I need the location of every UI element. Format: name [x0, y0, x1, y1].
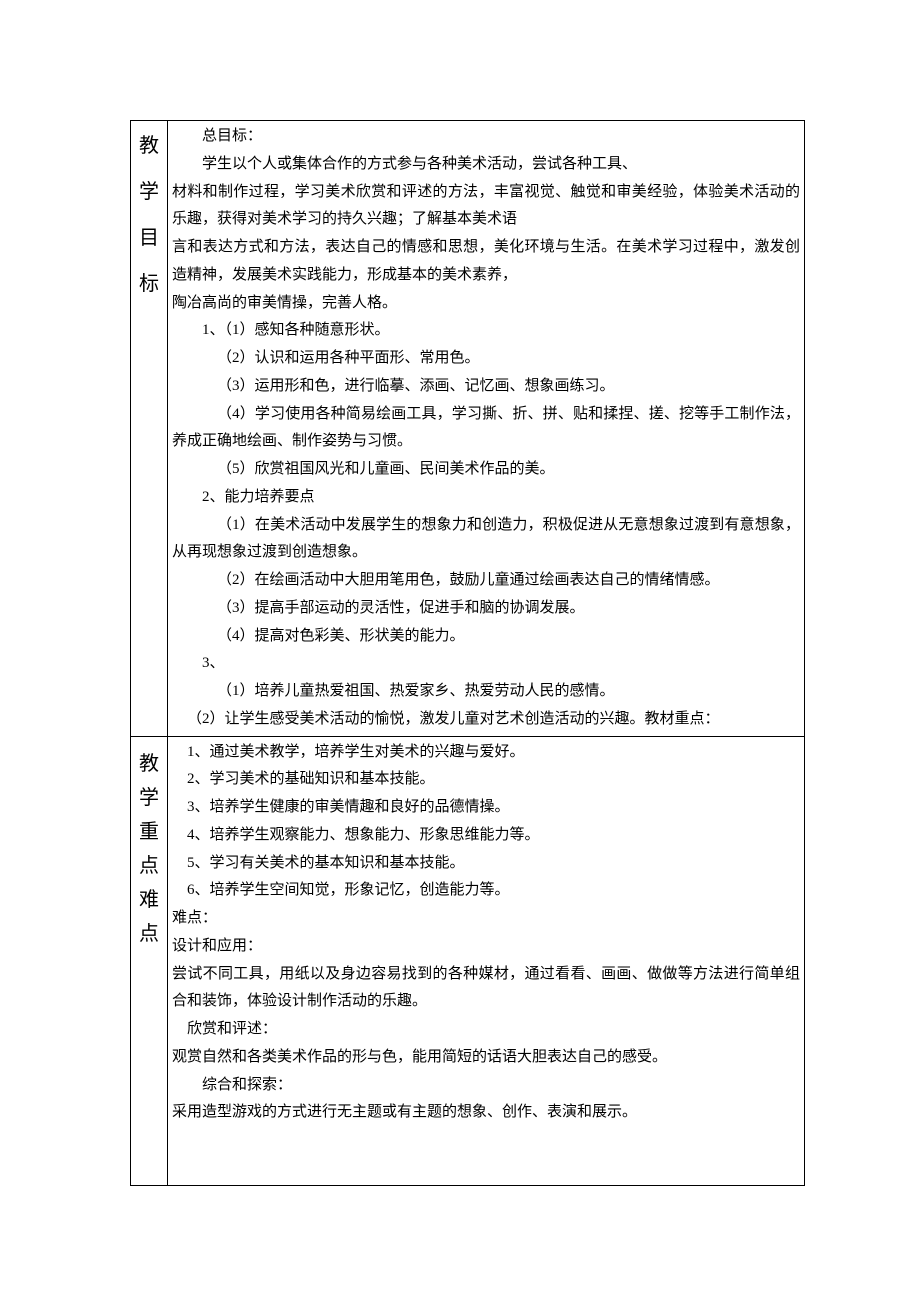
label-char: 标: [135, 261, 163, 307]
label-char: 教: [135, 747, 163, 781]
list-item: （2）让学生感受美术活动的愉悦，激发儿童对艺术创造活动的兴趣。教材重点：: [172, 706, 800, 734]
list-item: （3）提高手部运动的灵活性，促进手和脑的协调发展。: [172, 595, 800, 623]
heading-point1: 1、（1）感知各种随意形状。: [172, 317, 800, 345]
section-body: 尝试不同工具，用纸以及身边容易找到的各种媒材，通过看看、画画、做做等方法进行简单…: [172, 961, 800, 1017]
section-title: 欣赏和评述：: [172, 1016, 800, 1044]
section-body: 采用造型游戏的方式进行无主题或有主题的想象、创作、表演和展示。: [172, 1099, 800, 1127]
label-char: 重: [135, 815, 163, 849]
paragraph-text: 陶冶高尚的审美情操，完善人格。: [172, 290, 800, 318]
list-item: （4）提高对色彩美、形状美的能力。: [172, 623, 800, 651]
list-item: （3）运用形和色，进行临摹、添画、记忆画、想象画练习。: [172, 373, 800, 401]
document-page: 教 学 目 标 总目标： 学生以个人或集体合作的方式参与各种美术活动，尝试各种工…: [0, 0, 920, 1301]
heading-difficult: 难点：: [172, 905, 800, 933]
label-char: 点: [135, 849, 163, 883]
label-char: 难: [135, 883, 163, 917]
label-char: 学: [135, 169, 163, 215]
list-item: 3、培养学生健康的审美情趣和良好的品德情操。: [172, 794, 800, 822]
list-item: 6、培养学生空间知觉，形象记忆，创造能力等。: [172, 877, 800, 905]
heading-point2: 2、能力培养要点: [172, 484, 800, 512]
table-row: 教 学 目 标 总目标： 学生以个人或集体合作的方式参与各种美术活动，尝试各种工…: [131, 121, 805, 737]
list-item: 1、通过美术教学，培养学生对美术的兴趣与爱好。: [172, 739, 800, 767]
list-item: （1）在美术活动中发展学生的想象力和创造力，积极促进从无意想象过渡到有意想象，从…: [172, 512, 800, 568]
heading-point3: 3、: [172, 650, 800, 678]
section-title: 设计和应用：: [172, 933, 800, 961]
lesson-plan-table: 教 学 目 标 总目标： 学生以个人或集体合作的方式参与各种美术活动，尝试各种工…: [130, 120, 805, 1186]
list-item: （4）学习使用各种简易绘画工具，学习撕、折、拼、贴和揉捏、搓、挖等手工制作法，养…: [172, 401, 800, 457]
list-item: 2、学习美术的基础知识和基本技能。: [172, 766, 800, 794]
list-item-text: （4）学习使用各种简易绘画工具，学习撕、折、拼、贴和揉捏、搓、挖等手工制作法，养…: [172, 406, 800, 450]
list-item: （2）认识和运用各种平面形、常用色。: [172, 345, 800, 373]
row-label-goals: 教 学 目 标: [131, 121, 168, 737]
label-char: 点: [135, 917, 163, 951]
key-difficult-content: 1、通过美术教学，培养学生对美术的兴趣与爱好。 2、学习美术的基础知识和基本技能…: [168, 736, 805, 1185]
list-item: （2）在绘画活动中大胆用笔用色，鼓励儿童通过绘画表达自己的情绪情感。: [172, 567, 800, 595]
paragraph-text: 言和表达方式和方法，表达自己的情感和思想，美化环境与生活。在美术学习过程中，激发…: [172, 234, 800, 290]
list-item: （5）欣赏祖国风光和儿童画、民间美术作品的美。: [172, 456, 800, 484]
heading-overall: 总目标：: [172, 123, 800, 151]
label-char: 教: [135, 123, 163, 169]
row-label-key-difficult: 教 学 重 点 难 点: [131, 736, 168, 1185]
section-title: 综合和探索：: [172, 1072, 800, 1100]
table-row: 教 学 重 点 难 点 1、通过美术教学，培养学生对美术的兴趣与爱好。 2、学习…: [131, 736, 805, 1185]
label-char: 目: [135, 215, 163, 261]
goals-content: 总目标： 学生以个人或集体合作的方式参与各种美术活动，尝试各种工具、 材料和制作…: [168, 121, 805, 737]
list-item: 4、培养学生观察能力、想象能力、形象思维能力等。: [172, 822, 800, 850]
paragraph-text: 学生以个人或集体合作的方式参与各种美术活动，尝试各种工具、: [172, 151, 800, 179]
label-char: 学: [135, 781, 163, 815]
list-item: （1）培养儿童热爱祖国、热爱家乡、热爱劳动人民的感情。: [172, 678, 800, 706]
list-item: 5、学习有关美术的基本知识和基本技能。: [172, 850, 800, 878]
section-body: 观赏自然和各类美术作品的形与色，能用简短的话语大胆表达自己的感受。: [172, 1044, 800, 1072]
paragraph-text: 材料和制作过程，学习美术欣赏和评述的方法，丰富视觉、触觉和审美经验，体验美术活动…: [172, 179, 800, 235]
